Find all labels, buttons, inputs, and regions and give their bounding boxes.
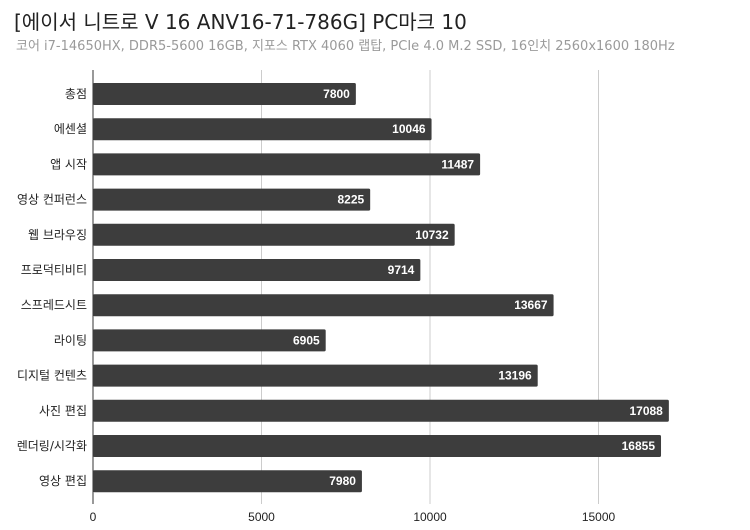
category-label: 영상 컨퍼런스 [17,193,87,207]
bar [93,259,421,281]
value-label: 17088 [629,404,663,418]
chart-subtitle: 코어 i7-14650HX, DDR5-5600 16GB, 지포스 RTX 4… [16,39,675,54]
value-label: 10046 [392,122,426,136]
value-label: 8225 [337,193,364,207]
category-label: 프로덕티비티 [21,263,87,277]
value-label: 7800 [323,87,350,101]
value-label: 9714 [388,263,415,277]
value-label: 13196 [498,369,532,383]
bar-layer [93,83,669,493]
bar [93,153,481,176]
x-tick-label: 0 [90,510,97,524]
x-tick-label: 15000 [582,510,616,524]
category-label: 스프레드시트 [21,298,87,312]
bar [93,83,356,105]
category-label: 에센셜 [54,122,87,136]
x-tick-label: 10000 [413,510,447,524]
bar [93,435,662,457]
category-label: 앱 시작 [50,157,87,171]
bar [93,364,538,387]
value-label: 7980 [329,474,356,488]
bar [93,118,432,141]
bar [93,399,669,422]
value-label: 11487 [441,157,474,171]
category-label: 라이팅 [54,333,87,347]
category-label: 렌더링/시각화 [17,439,87,453]
value-label: 6905 [293,333,320,347]
value-label: 13667 [514,298,548,312]
bar [93,294,554,317]
value-label: 10732 [415,228,449,242]
bar [93,223,455,246]
bar [93,188,371,211]
x-tick-label: 5000 [248,510,275,524]
category-label: 사진 편집 [39,404,87,418]
bar [93,470,362,493]
category-label: 총점 [65,87,87,101]
category-label: 영상 편집 [39,474,87,488]
category-label: 디지털 컨텐츠 [17,369,87,383]
chart-title: [에이서 니트로 V 16 ANV16-71-786G] PC마크 10 [14,10,467,34]
label-layer: 0500010000150002총점7800에센셜10046앱 시작11487영… [17,87,663,524]
category-label: 웹 브라우징 [28,228,87,242]
grid-layer [92,70,599,504]
bar [93,329,326,352]
value-label: 16855 [622,439,656,453]
